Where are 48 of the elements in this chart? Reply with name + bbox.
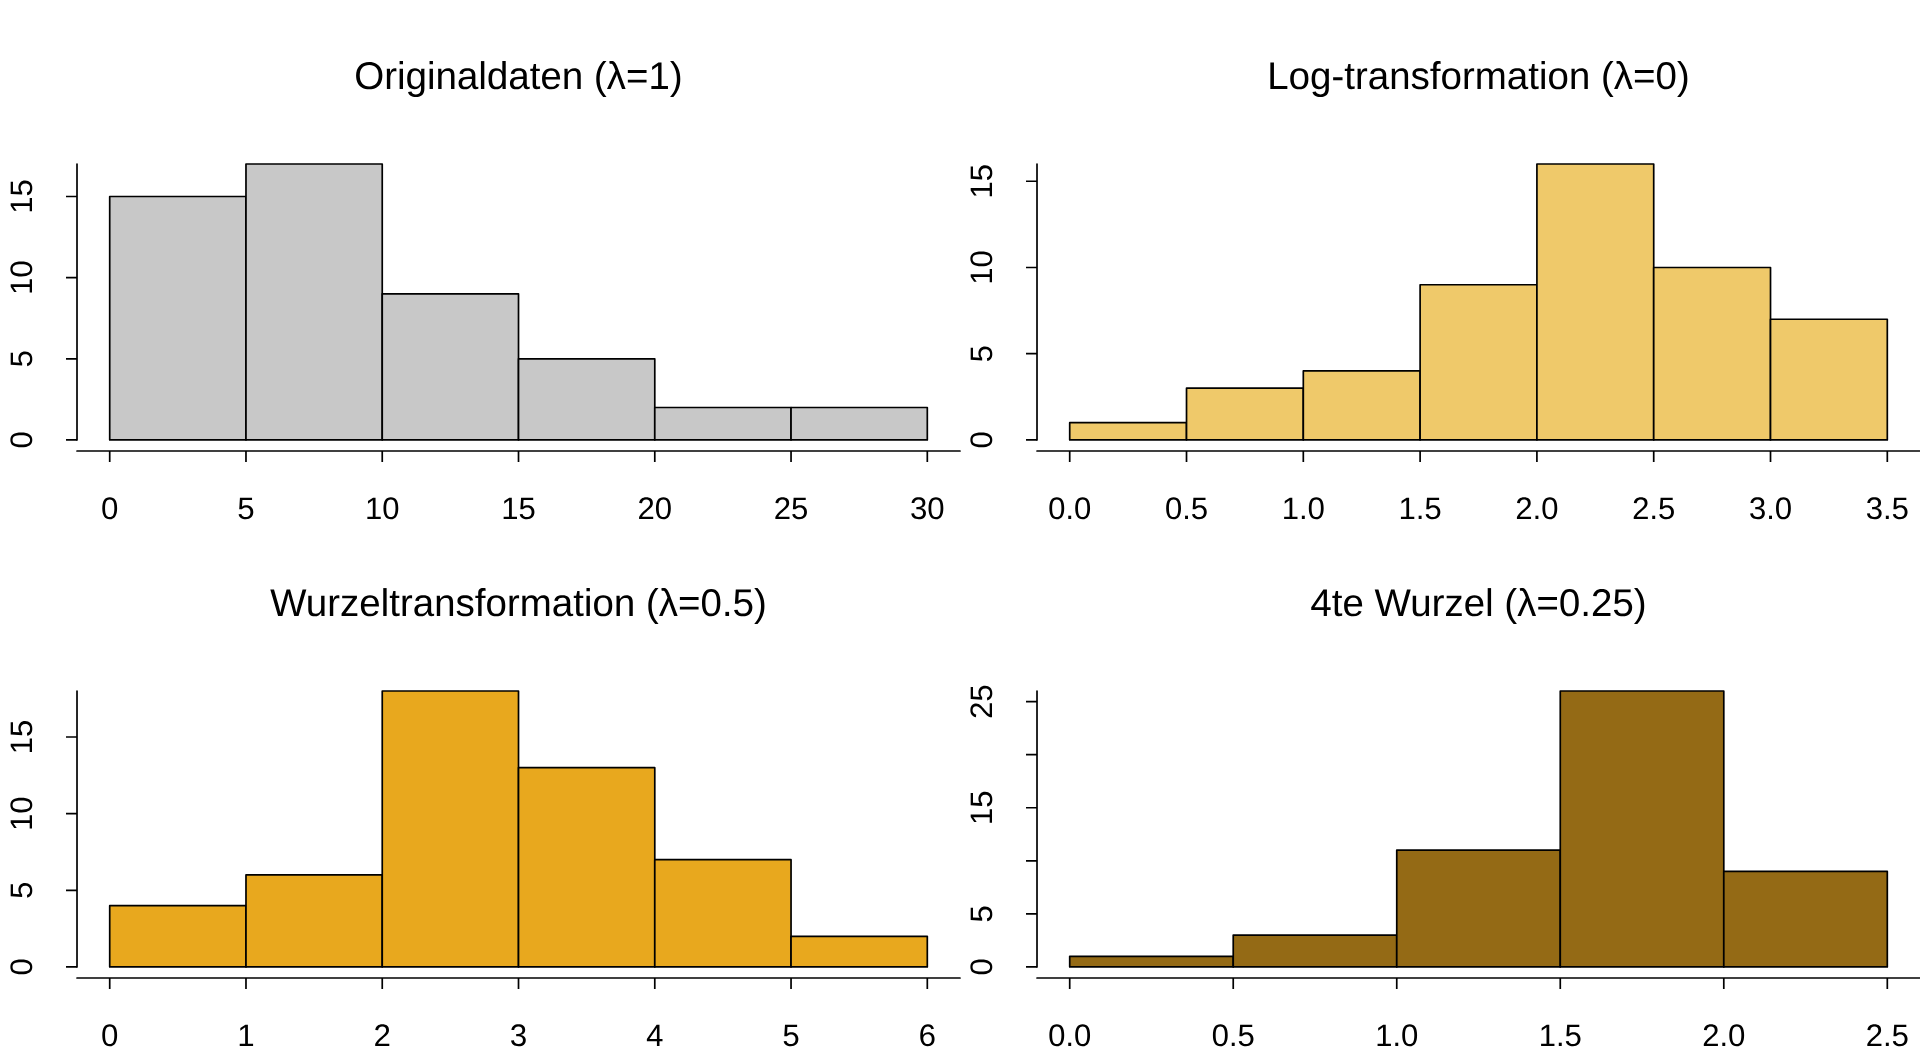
y-tick-label: 15	[10, 721, 33, 752]
y-tick-label: 0	[970, 959, 993, 975]
x-tick-label: 0	[102, 497, 118, 520]
x-tick-label: 3.5	[1866, 497, 1908, 520]
y-tick-label: 25	[970, 685, 993, 718]
x-tick-label: 3	[511, 1024, 526, 1047]
x-tick-label: 2.0	[1516, 497, 1558, 520]
x-tick-label: 20	[639, 497, 671, 520]
x-tick-label: 3.0	[1750, 497, 1791, 520]
x-tick-label: 5	[238, 497, 254, 520]
y-tick-label: 15	[970, 165, 993, 197]
x-tick-label: 0.5	[1166, 497, 1207, 520]
chart-title: Wurzeltransformation (λ=0.5)	[270, 588, 765, 624]
x-tick-label: 1.5	[1400, 497, 1441, 520]
x-tick-label: 1.0	[1377, 1024, 1418, 1047]
x-tick-label: 1.5	[1541, 1024, 1581, 1047]
y-tick-label: 5	[10, 882, 33, 898]
x-tick-label: 0.0	[1049, 1024, 1091, 1047]
chart-title: Log-transformation (λ=0)	[1270, 61, 1688, 97]
y-tick-label: 15	[10, 180, 33, 212]
y-tick-label: 0	[970, 432, 993, 448]
x-tick-label: 0	[102, 1024, 118, 1047]
x-tick-label: 2	[375, 1024, 390, 1046]
y-tick-label: 15	[970, 791, 993, 823]
x-tick-label: 30	[911, 497, 944, 520]
y-tick-label: 5	[970, 906, 993, 922]
x-tick-label: 25	[775, 497, 807, 520]
x-tick-label: 2.5	[1867, 1024, 1908, 1047]
y-tick-label: 0	[10, 432, 33, 448]
y-tick-label: 10	[10, 261, 33, 293]
y-tick-label: 10	[970, 251, 993, 283]
y-tick-label: 10	[10, 797, 33, 829]
x-tick-label: 4	[646, 1024, 663, 1046]
x-tick-label: 5	[783, 1024, 799, 1047]
x-tick-label: 0.5	[1212, 1024, 1254, 1047]
x-tick-label: 6	[920, 1024, 935, 1047]
x-tick-label: 15	[503, 497, 535, 520]
x-tick-label: 1.0	[1284, 497, 1324, 520]
x-tick-label: 2.0	[1703, 1024, 1745, 1047]
y-tick-label: 0	[10, 959, 33, 975]
y-tick-label: 5	[970, 346, 993, 362]
y-tick-label: 5	[10, 351, 33, 367]
x-tick-label: 0.0	[1049, 497, 1091, 520]
chart-title: Originaldaten (λ=1)	[356, 61, 681, 97]
x-tick-label: 10	[367, 497, 399, 520]
x-tick-label: 1	[239, 1024, 254, 1046]
chart-title: 4te Wurzel (λ=0.25)	[1311, 588, 1645, 624]
x-tick-label: 2.5	[1633, 497, 1674, 520]
